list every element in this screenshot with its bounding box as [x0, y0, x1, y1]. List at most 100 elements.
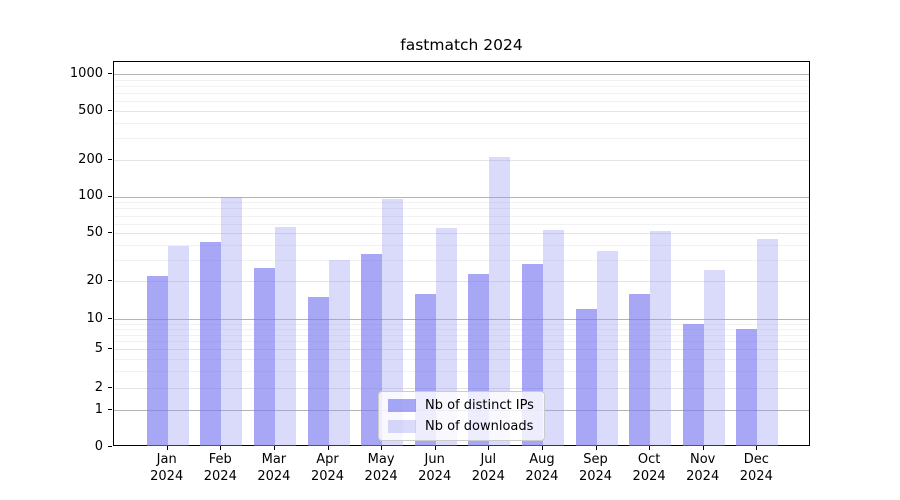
x-tick-month: Aug: [529, 452, 555, 467]
x-tick-mark-nov: [702, 446, 704, 450]
x-tick-label-feb: Feb 2024: [192, 452, 248, 485]
x-tick-label-apr: Apr 2024: [300, 452, 356, 485]
legend: Nb of distinct IPs Nb of downloads: [378, 391, 545, 441]
bar-distinct-ips-nov: [682, 323, 704, 446]
x-tick-label-jul: Jul 2024: [460, 452, 516, 485]
x-tick-label-oct: Oct 2024: [621, 452, 677, 485]
bar-distinct-ips-feb: [200, 242, 222, 446]
gridline-minor: [114, 86, 809, 88]
bar-downloads-mar: [274, 227, 296, 446]
bar-distinct-ips-apr: [307, 297, 329, 446]
gridline-minor: [114, 215, 809, 217]
bar-distinct-ips-dec: [736, 328, 758, 446]
y-tick-label-10: 10: [86, 310, 103, 326]
y-tick-mark-2: [108, 387, 112, 389]
gridline-minor: [114, 101, 809, 103]
x-tick-mark-mar: [273, 446, 275, 450]
y-tick-mark-20: [108, 280, 112, 282]
x-tick-label-sep: Sep 2024: [568, 452, 624, 485]
bar-downloads-jul: [489, 157, 511, 446]
gridline-500: [114, 111, 809, 112]
y-tick-label-5: 5: [94, 340, 103, 356]
x-tick-month: Sep: [583, 452, 608, 467]
legend-swatch-downloads: [388, 420, 416, 433]
y-tick-mark-10: [108, 318, 112, 319]
y-tick-mark-500: [108, 110, 112, 111]
x-tick-month: Apr: [316, 452, 339, 467]
gridline-2: [114, 388, 809, 390]
x-tick-label-may: May 2024: [353, 452, 409, 485]
x-tick-mark-aug: [541, 446, 543, 450]
bar-downloads-jan: [167, 246, 189, 446]
y-tick-label-100: 100: [78, 188, 103, 204]
gridline-minor: [114, 138, 809, 140]
x-tick-month: Mar: [261, 452, 287, 467]
bar-downloads-feb: [221, 196, 243, 446]
bar-distinct-ips-oct: [629, 293, 651, 446]
bar-downloads-nov: [703, 269, 725, 446]
gridline-200: [114, 160, 809, 161]
x-tick-year: 2024: [203, 468, 237, 484]
legend-entry-downloads: Nb of downloads: [388, 419, 534, 434]
x-tick-year: 2024: [632, 468, 666, 484]
y-tick-mark-100: [108, 195, 112, 197]
legend-swatch-distinct-ips: [388, 399, 416, 412]
legend-entry-distinct-ips: Nb of distinct IPs: [388, 398, 534, 413]
gridline-minor: [114, 334, 809, 336]
bar-downloads-oct: [650, 231, 672, 446]
bar-downloads-dec: [757, 238, 779, 446]
x-tick-label-aug: Aug 2024: [514, 452, 570, 485]
gridline-minor: [114, 341, 809, 343]
bar-distinct-ips-jan: [146, 276, 168, 446]
legend-label-distinct-ips: Nb of distinct IPs: [425, 398, 534, 413]
x-tick-month: Jan: [156, 452, 177, 467]
gridline-minor: [114, 260, 809, 262]
x-tick-mark-feb: [220, 446, 222, 450]
x-tick-year: 2024: [525, 468, 559, 484]
bar-distinct-ips-mar: [253, 267, 275, 446]
x-tick-year: 2024: [418, 468, 452, 484]
y-tick-mark-0: [108, 446, 112, 447]
x-tick-year: 2024: [471, 468, 505, 484]
gridline-minor: [114, 358, 809, 360]
gridline-minor: [114, 208, 809, 210]
legend-label-downloads: Nb of downloads: [425, 419, 534, 434]
x-tick-label-jun: Jun 2024: [407, 452, 463, 485]
gridline-20: [114, 281, 809, 283]
y-tick-label-500: 500: [78, 102, 103, 118]
x-tick-year: 2024: [150, 468, 184, 484]
y-tick-mark-5: [108, 348, 112, 350]
y-tick-mark-1000: [108, 73, 112, 75]
plot-area: [113, 61, 810, 446]
gridline-10: [114, 319, 809, 320]
gridline-minor: [114, 79, 809, 81]
y-tick-mark-1: [108, 409, 112, 410]
gridline-100: [114, 196, 809, 198]
x-tick-mark-apr: [327, 446, 329, 450]
x-tick-year: 2024: [739, 468, 773, 484]
x-tick-month: Feb: [208, 452, 232, 467]
y-tick-mark-200: [108, 159, 112, 160]
x-tick-month: Oct: [637, 452, 661, 467]
gridline-minor: [114, 223, 809, 225]
x-tick-mark-jun: [434, 446, 436, 450]
gridline-minor: [114, 328, 809, 330]
x-tick-month: Jul: [480, 452, 497, 467]
x-tick-label-mar: Mar 2024: [246, 452, 302, 485]
gridline-minor: [114, 323, 809, 325]
gridline-minor: [114, 371, 809, 373]
y-tick-label-1000: 1000: [69, 65, 103, 81]
x-tick-month: May: [367, 452, 395, 467]
x-tick-year: 2024: [364, 468, 398, 484]
gridline-minor: [114, 122, 809, 124]
x-tick-month: Dec: [743, 452, 769, 467]
gridline-1000: [114, 74, 809, 76]
chart-title: fastmatch 2024: [400, 36, 523, 54]
y-tick-label-20: 20: [86, 272, 103, 288]
x-tick-year: 2024: [686, 468, 720, 484]
x-tick-mark-may: [381, 446, 383, 450]
x-tick-label-dec: Dec 2024: [728, 452, 784, 485]
bar-distinct-ips-sep: [575, 309, 597, 446]
x-tick-month: Nov: [690, 452, 716, 467]
